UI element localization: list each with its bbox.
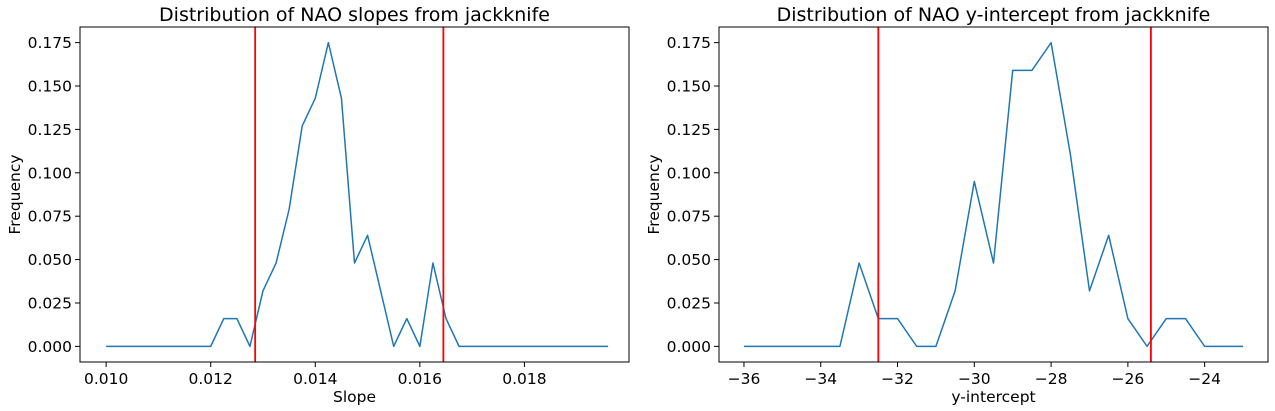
x-tick-label: 0.018 bbox=[502, 370, 546, 388]
x-tick-label: −36 bbox=[728, 370, 761, 388]
x-tick-label: −30 bbox=[958, 370, 991, 388]
y-tick-label: 0.075 bbox=[667, 208, 711, 226]
x-tick-label: −28 bbox=[1035, 370, 1068, 388]
x-tick-label: −24 bbox=[1188, 370, 1221, 388]
y-tick-label: 0.050 bbox=[667, 251, 711, 269]
chart-title: Distribution of NAO slopes from jackknif… bbox=[159, 4, 550, 26]
y-tick-label: 0.125 bbox=[28, 121, 72, 139]
y-tick-label: 0.025 bbox=[28, 294, 72, 312]
y-tick-label: 0.025 bbox=[667, 294, 711, 312]
y-tick-label: 0.075 bbox=[28, 208, 72, 226]
y-tick-label: 0.175 bbox=[667, 34, 711, 52]
y-axis-label: Frequency bbox=[6, 154, 24, 234]
data-line bbox=[743, 41, 1244, 348]
y-tick-label: 0.175 bbox=[28, 34, 72, 52]
y-tick-label: 0.150 bbox=[28, 78, 72, 96]
slope-chart: Distribution of NAO slopes from jackknif… bbox=[6, 4, 630, 406]
x-tick-label: −26 bbox=[1112, 370, 1145, 388]
chart-title: Distribution of NAO y-intercept from jac… bbox=[777, 4, 1211, 26]
y-tick-label: 0.125 bbox=[667, 121, 711, 139]
intercept-chart: Distribution of NAO y-intercept from jac… bbox=[645, 4, 1269, 406]
x-axis-label: Slope bbox=[333, 388, 376, 406]
x-tick-label: −34 bbox=[804, 370, 837, 388]
y-axis-label: Frequency bbox=[645, 154, 663, 234]
x-tick-label: −32 bbox=[881, 370, 914, 388]
y-tick-label: 0.100 bbox=[667, 164, 711, 182]
x-tick-label: 0.014 bbox=[293, 370, 337, 388]
y-tick-label: 0.100 bbox=[28, 164, 72, 182]
x-axis-label: y-intercept bbox=[951, 388, 1035, 406]
x-tick-label: 0.010 bbox=[84, 370, 128, 388]
axes-frame bbox=[718, 26, 1269, 363]
axes-frame bbox=[79, 26, 630, 363]
y-tick-label: 0.000 bbox=[28, 338, 72, 356]
x-tick-label: 0.016 bbox=[398, 370, 442, 388]
y-tick-label: 0.150 bbox=[667, 78, 711, 96]
x-tick-label: 0.012 bbox=[189, 370, 233, 388]
y-tick-label: 0.000 bbox=[667, 338, 711, 356]
data-line bbox=[106, 41, 609, 348]
y-tick-label: 0.050 bbox=[28, 251, 72, 269]
